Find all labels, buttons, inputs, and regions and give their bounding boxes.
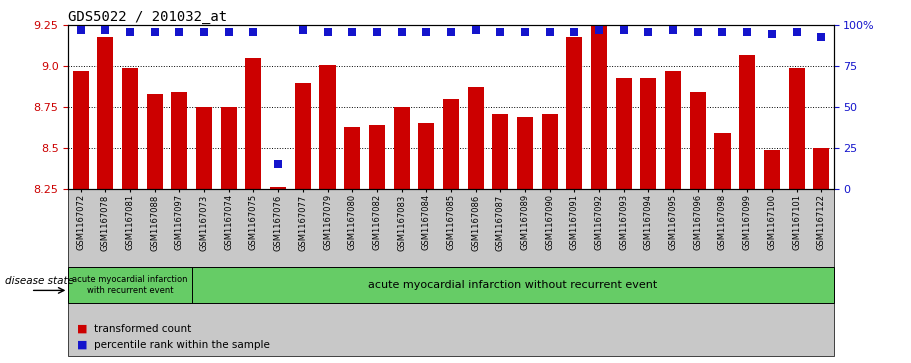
Text: acute myocardial infarction
with recurrent event: acute myocardial infarction with recurre… xyxy=(72,275,188,295)
Bar xyxy=(443,99,459,189)
Bar xyxy=(171,92,188,189)
Bar xyxy=(640,78,657,189)
Point xyxy=(468,27,483,33)
Point xyxy=(567,29,581,35)
Bar xyxy=(122,68,138,189)
Point xyxy=(295,27,310,33)
Bar xyxy=(418,123,435,189)
Bar xyxy=(763,150,780,189)
Bar xyxy=(369,125,385,189)
Point xyxy=(641,29,656,35)
Bar xyxy=(542,114,558,189)
Point xyxy=(246,29,261,35)
Point xyxy=(148,29,162,35)
Point xyxy=(98,27,113,33)
Point xyxy=(444,29,458,35)
Bar xyxy=(616,78,631,189)
Point xyxy=(345,29,360,35)
Bar xyxy=(517,117,533,189)
Point xyxy=(271,161,285,167)
Text: GDS5022 / 201032_at: GDS5022 / 201032_at xyxy=(68,11,228,24)
Bar xyxy=(97,37,113,189)
Point xyxy=(197,29,211,35)
Point xyxy=(740,29,754,35)
Point xyxy=(814,34,828,40)
Point xyxy=(394,29,409,35)
Text: percentile rank within the sample: percentile rank within the sample xyxy=(94,340,270,350)
Point xyxy=(419,29,434,35)
Bar xyxy=(591,25,607,189)
Bar xyxy=(295,82,311,189)
Text: transformed count: transformed count xyxy=(94,323,191,334)
Point xyxy=(715,29,730,35)
Bar xyxy=(196,107,212,189)
Bar xyxy=(147,94,163,189)
Point xyxy=(321,29,335,35)
Bar xyxy=(739,55,755,189)
Point xyxy=(172,29,187,35)
Text: ■: ■ xyxy=(77,323,88,334)
Point xyxy=(592,27,607,33)
Bar xyxy=(690,92,706,189)
Bar xyxy=(567,37,582,189)
Point xyxy=(517,29,532,35)
Point xyxy=(221,29,236,35)
Point xyxy=(493,29,507,35)
Bar xyxy=(467,87,484,189)
Point xyxy=(123,29,138,35)
Bar xyxy=(789,68,804,189)
Text: disease state: disease state xyxy=(5,276,74,286)
Bar xyxy=(394,107,410,189)
Bar xyxy=(73,71,88,189)
Point xyxy=(764,30,779,36)
Text: ■: ■ xyxy=(77,340,88,350)
Point xyxy=(542,29,557,35)
Bar xyxy=(271,187,286,189)
Bar xyxy=(492,114,508,189)
Bar xyxy=(814,148,829,189)
Bar xyxy=(344,127,360,189)
Bar xyxy=(714,133,731,189)
Point xyxy=(617,27,631,33)
Point xyxy=(666,27,681,33)
Bar xyxy=(245,58,261,189)
Bar xyxy=(665,71,681,189)
Bar xyxy=(220,107,237,189)
Bar xyxy=(320,65,335,189)
Text: acute myocardial infarction without recurrent event: acute myocardial infarction without recu… xyxy=(368,280,657,290)
Point xyxy=(691,29,705,35)
Point xyxy=(370,29,384,35)
Point xyxy=(74,27,88,33)
Point xyxy=(789,29,804,35)
